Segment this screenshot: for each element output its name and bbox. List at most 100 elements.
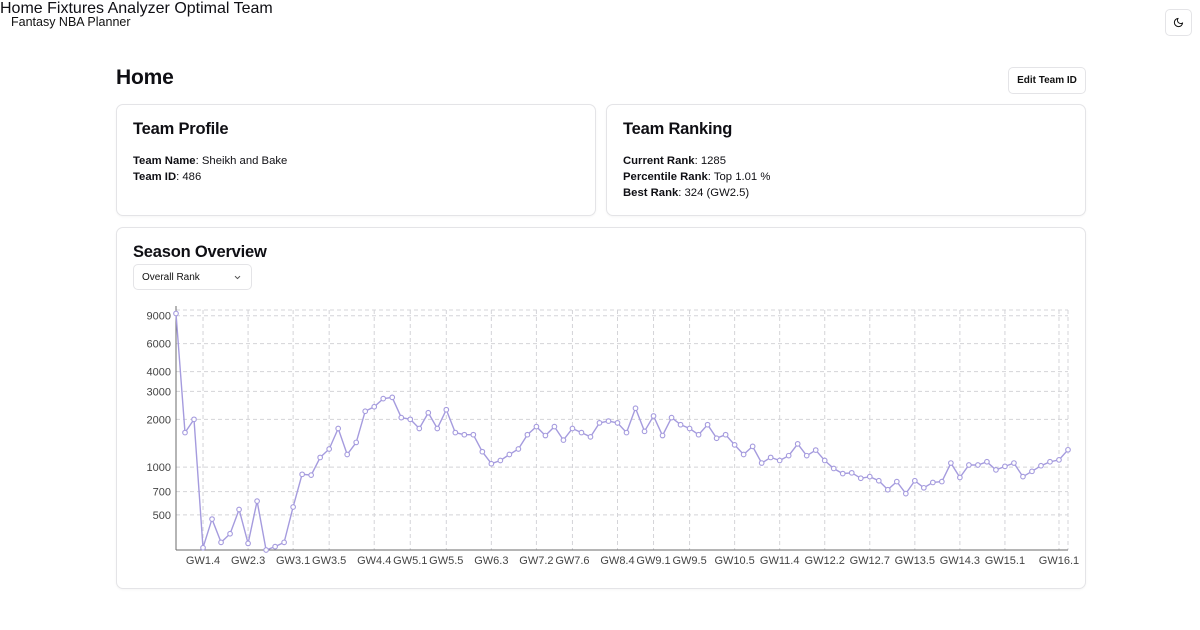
- rank-data-point: [749, 443, 756, 450]
- best-rank-row: Best Rank: 324 (GW2.5): [623, 185, 770, 201]
- nav-home[interactable]: Home: [0, 0, 43, 17]
- rank-series-line: [175, 313, 1069, 551]
- rank-data-point: [353, 439, 360, 446]
- rank-data-point: [182, 429, 188, 436]
- y-tick-label: 2000: [147, 414, 171, 426]
- rank-data-point: [560, 437, 567, 443]
- rank-data-point: [542, 432, 549, 439]
- rank-data-point: [425, 409, 432, 416]
- rank-data-point: [470, 431, 477, 438]
- best-rank-value: : 324 (GW2.5): [678, 187, 750, 199]
- metric-select[interactable]: Overall Rank: [133, 264, 252, 290]
- edit-team-id-button[interactable]: Edit Team ID: [1008, 67, 1086, 94]
- rank-data-point: [966, 462, 972, 468]
- team-id-label: Team ID: [133, 171, 177, 183]
- rank-data-point: [740, 451, 747, 458]
- rank-data-point: [200, 544, 206, 551]
- rank-data-point: [1056, 457, 1062, 463]
- nav-optimal-team[interactable]: Optimal Team: [174, 0, 273, 17]
- rank-data-point: [704, 421, 711, 428]
- theme-toggle-button[interactable]: [1165, 9, 1192, 36]
- rank-data-point: [569, 425, 576, 432]
- rank-data-point: [884, 486, 891, 493]
- current-rank-label: Current Rank: [623, 155, 695, 167]
- moon-icon: [1173, 17, 1184, 28]
- rank-data-point: [632, 405, 639, 412]
- rank-data-point: [281, 539, 287, 546]
- rank-data-point: [957, 474, 963, 481]
- x-tick-label: GW13.5: [895, 555, 935, 567]
- team-id-row: Team ID: 486: [133, 169, 287, 185]
- rank-data-point: [443, 406, 450, 413]
- team-profile-card: Team Profile Team Name: Sheikh and Bake …: [116, 104, 596, 216]
- rank-data-point: [893, 478, 900, 485]
- rank-data-point: [821, 457, 828, 464]
- rank-data-point: [713, 435, 720, 442]
- rank-data-point: [263, 547, 269, 553]
- y-tick-label: 4000: [147, 367, 171, 379]
- top-bar: Fantasy NBA Planner Home Fixtures Analyz…: [0, 0, 1200, 44]
- rank-data-point: [623, 429, 630, 436]
- metric-select-value: Overall Rank: [142, 271, 200, 283]
- rank-data-point: [605, 418, 612, 424]
- rank-data-point: [1020, 473, 1026, 480]
- rank-data-point: [506, 451, 513, 458]
- team-profile-title: Team Profile: [133, 120, 229, 138]
- rank-data-point: [317, 454, 324, 461]
- rank-data-point: [551, 423, 558, 430]
- x-tick-label: GW1.4: [186, 555, 220, 567]
- rank-data-point: [731, 442, 738, 448]
- y-tick-label: 500: [153, 510, 171, 522]
- x-tick-label: GW8.4: [600, 555, 634, 567]
- rank-data-point: [839, 470, 846, 477]
- x-tick-label: GW3.1: [276, 555, 310, 567]
- rank-data-point: [812, 447, 819, 453]
- rank-data-point: [1002, 463, 1008, 470]
- team-name-value: : Sheikh and Bake: [195, 155, 288, 167]
- rank-data-point: [650, 413, 657, 419]
- rank-data-point: [785, 452, 792, 459]
- x-tick-label: GW2.3: [231, 555, 265, 567]
- rank-data-point: [1029, 468, 1035, 475]
- rank-data-point: [677, 421, 684, 428]
- rank-data-point: [308, 472, 315, 478]
- x-tick-label: GW7.6: [555, 555, 589, 567]
- rank-data-point: [614, 420, 621, 426]
- rank-data-point: [866, 473, 873, 480]
- rank-data-point: [173, 310, 179, 317]
- team-name-row: Team Name: Sheikh and Bake: [133, 153, 287, 169]
- rank-data-point: [659, 432, 666, 439]
- rank-data-point: [497, 457, 504, 464]
- rank-data-point: [515, 446, 522, 452]
- rank-data-point: [939, 478, 945, 485]
- x-tick-label: GW16.1: [1039, 555, 1079, 567]
- y-tick-label: 1000: [147, 462, 171, 474]
- nav-fixtures-analyzer[interactable]: Fixtures Analyzer: [47, 0, 170, 17]
- team-name-label: Team Name: [133, 155, 196, 167]
- rank-data-point: [371, 403, 378, 410]
- y-tick-label: 3000: [147, 386, 171, 398]
- rank-data-point: [857, 475, 864, 482]
- rank-data-point: [875, 477, 882, 484]
- rank-data-point: [993, 467, 999, 473]
- team-ranking-card: Team Ranking Current Rank: 1285 Percenti…: [606, 104, 1086, 216]
- x-tick-label: GW11.4: [760, 555, 800, 567]
- rank-data-point: [227, 530, 233, 537]
- rank-data-point: [578, 429, 585, 436]
- y-tick-label: 6000: [147, 339, 171, 351]
- rank-data-point: [398, 414, 405, 421]
- rank-data-point: [479, 448, 486, 455]
- rank-data-point: [191, 416, 197, 423]
- rank-data-point: [533, 423, 540, 430]
- app-title[interactable]: Fantasy NBA Planner: [11, 15, 131, 29]
- rank-data-point: [686, 425, 693, 432]
- percentile-rank-label: Percentile Rank: [623, 171, 708, 183]
- rank-data-point: [218, 539, 224, 546]
- rank-data-point: [794, 441, 801, 447]
- x-tick-label: GW9.1: [636, 555, 670, 567]
- chevron-down-icon: [234, 275, 241, 280]
- rank-data-point: [803, 452, 810, 459]
- rank-data-point: [290, 504, 296, 510]
- rank-data-point: [380, 395, 387, 402]
- rank-data-point: [461, 431, 468, 438]
